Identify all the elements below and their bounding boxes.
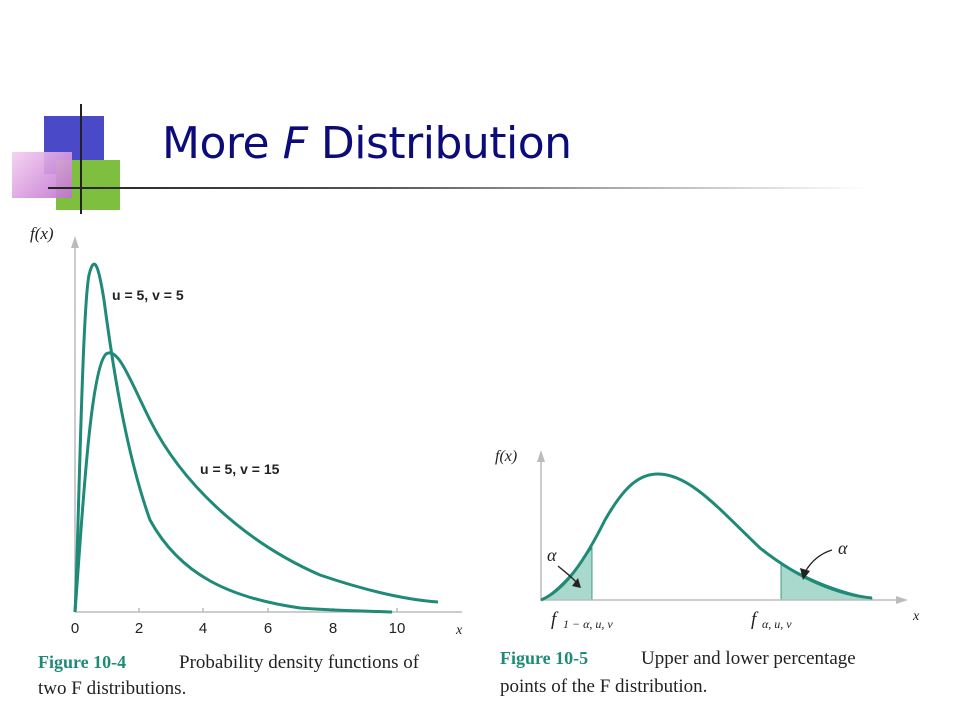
caption-figure-10-4-line1: Probability density functions of [179,652,420,673]
left-x-tick: 4 [199,620,207,637]
lower-point-label: f [551,609,559,630]
left-y-axis-arrow [71,236,79,248]
figure-10-4: f(x) x 0 2 4 6 8 10 u = 5, v = 5 u = 5, … [30,224,463,699]
upper-point-subscript: α, u, v [762,617,792,631]
right-x-axis-label: x [912,609,920,624]
left-x-tick: 0 [71,620,79,637]
caption-figure-10-5-line1: Upper and lower percentage [641,648,856,669]
curve-u5-v15 [73,351,439,613]
upper-tail-area [780,562,873,601]
alpha-left-label: α [547,545,557,565]
title-underline [48,187,868,189]
slide-title: More F Distribution [162,118,572,169]
left-x-tick: 8 [329,620,337,637]
decor-pink-square [12,152,72,198]
caption-label-figure-10-5: Figure 10-5 [500,648,588,668]
right-x-axis-arrow [896,596,908,604]
caption-figure-10-4-line2: two F distributions. [38,678,186,699]
alpha-right-label: α [838,538,848,558]
alpha-right-arrowhead [800,568,810,580]
upper-point-label: f [751,609,759,630]
curve-u5-v5 [73,262,393,614]
caption-figure-10-5-line2: points of the F distribution. [500,676,707,697]
left-x-tick: 10 [389,620,406,637]
figure-10-5: f(x) x α α f 1 − α, u, v f α, u, v Figur… [495,448,920,697]
curve-label-u5-v5: u = 5, v = 5 [112,287,184,303]
left-x-tick: 6 [264,620,272,637]
alpha-left-arrowhead [572,578,581,588]
right-y-axis-label: f(x) [495,448,517,465]
left-x-axis-label: x [455,623,463,638]
right-y-axis-arrow [537,450,545,462]
decor-vertical-line [80,104,82,214]
curve-label-u5-v15: u = 5, v = 15 [200,461,280,477]
lower-point-subscript: 1 − α, u, v [563,617,613,631]
caption-label-figure-10-4: Figure 10-4 [38,652,126,672]
alpha-right-arrow [804,549,833,573]
left-y-axis-label: f(x) [30,224,54,243]
left-x-tick: 2 [135,620,143,637]
